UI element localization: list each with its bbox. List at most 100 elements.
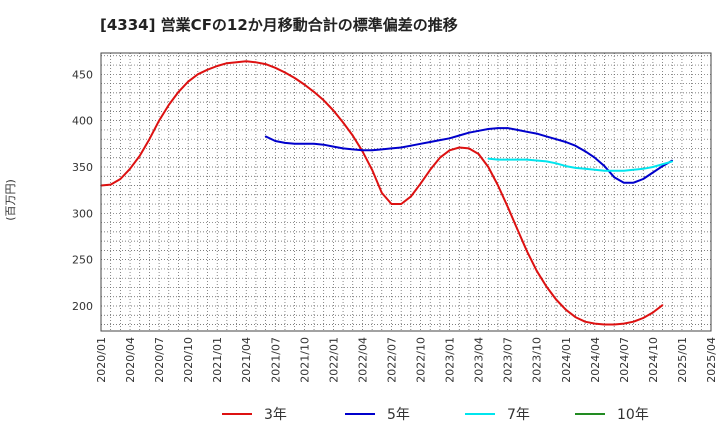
data-point bbox=[177, 91, 180, 93]
x-tick-label: 2020/01 bbox=[95, 337, 108, 383]
data-point bbox=[632, 181, 635, 184]
x-tick-label: 2025/01 bbox=[676, 337, 689, 383]
data-point bbox=[535, 132, 538, 135]
data-point bbox=[158, 119, 160, 122]
data-point bbox=[564, 141, 567, 143]
data-point bbox=[497, 184, 499, 187]
data-point bbox=[535, 269, 538, 272]
data-point bbox=[322, 99, 325, 102]
data-point bbox=[603, 165, 606, 167]
data-point bbox=[487, 157, 490, 160]
x-tick-label: 2020/04 bbox=[124, 337, 137, 383]
x-tick-label: 2021/01 bbox=[211, 337, 224, 383]
data-point bbox=[255, 61, 257, 64]
data-point bbox=[187, 80, 189, 83]
data-point bbox=[226, 62, 228, 64]
data-point bbox=[167, 104, 170, 106]
legend-label: 5年 bbox=[387, 407, 410, 423]
data-point bbox=[487, 166, 490, 168]
data-point bbox=[429, 168, 432, 171]
x-tick-label: 2021/10 bbox=[298, 337, 311, 383]
data-point bbox=[671, 160, 674, 163]
data-point bbox=[545, 160, 548, 163]
data-point bbox=[332, 109, 335, 112]
grid-layer bbox=[101, 53, 711, 331]
data-point bbox=[313, 91, 315, 93]
data-point bbox=[584, 150, 586, 153]
data-point bbox=[458, 146, 461, 149]
data-point bbox=[594, 322, 596, 325]
x-tick-label: 2022/10 bbox=[415, 337, 428, 383]
data-point bbox=[380, 148, 383, 151]
data-point bbox=[429, 141, 432, 143]
data-point bbox=[119, 178, 122, 180]
data-point bbox=[109, 183, 112, 186]
data-point bbox=[342, 147, 344, 150]
x-tick-label: 2024/07 bbox=[618, 337, 631, 383]
x-tick-label: 2023/07 bbox=[502, 337, 515, 383]
data-point bbox=[293, 77, 296, 79]
data-point bbox=[380, 192, 383, 194]
x-tick-label: 2022/01 bbox=[327, 337, 340, 383]
data-point bbox=[371, 149, 373, 152]
data-point bbox=[371, 168, 373, 171]
x-tick-labels: 2020/01 2020/04 2020/07 2020/10 2021/01 2021/… bbox=[95, 337, 718, 383]
data-point bbox=[574, 316, 577, 318]
data-point bbox=[274, 140, 277, 142]
data-point bbox=[448, 137, 451, 140]
data-point bbox=[652, 166, 654, 168]
data-point bbox=[245, 60, 248, 63]
data-point bbox=[506, 206, 509, 208]
chart-title: [4334] 営業CFの12か月移動合計の標準偏差の推移 bbox=[100, 16, 458, 34]
x-tick-label: 2020/10 bbox=[182, 337, 195, 383]
data-point bbox=[555, 298, 557, 301]
y-tick-label: 450 bbox=[72, 68, 93, 81]
y-tick-label: 400 bbox=[72, 115, 93, 128]
data-point bbox=[303, 83, 306, 86]
x-tick-label: 2023/04 bbox=[473, 337, 486, 383]
data-point bbox=[497, 158, 499, 161]
data-point bbox=[594, 168, 596, 171]
data-point bbox=[458, 134, 461, 137]
data-point bbox=[613, 176, 615, 178]
data-point bbox=[264, 63, 267, 65]
data-point bbox=[516, 158, 519, 161]
data-point bbox=[342, 121, 344, 124]
data-point bbox=[594, 156, 596, 159]
data-point bbox=[603, 169, 606, 172]
y-axis-label: (百万円) bbox=[4, 179, 17, 221]
x-tick-label: 2020/07 bbox=[153, 337, 166, 383]
data-point bbox=[623, 169, 625, 172]
x-tick-label: 2023/01 bbox=[444, 337, 457, 383]
x-tick-label: 2024/04 bbox=[589, 337, 602, 383]
data-point bbox=[206, 68, 209, 71]
data-point bbox=[623, 322, 625, 325]
data-point bbox=[468, 131, 470, 134]
x-tick-label: 2022/07 bbox=[385, 337, 398, 383]
data-point bbox=[477, 130, 480, 132]
data-point bbox=[574, 144, 577, 147]
data-point bbox=[361, 149, 364, 152]
data-point bbox=[632, 320, 635, 323]
x-tick-label: 2024/01 bbox=[560, 337, 573, 383]
data-point bbox=[574, 167, 577, 169]
data-point bbox=[632, 168, 635, 171]
data-point bbox=[439, 139, 441, 141]
data-point bbox=[235, 61, 238, 64]
y-tick-label: 200 bbox=[72, 300, 93, 313]
x-tick-label: 2021/07 bbox=[269, 337, 282, 383]
data-point bbox=[410, 195, 412, 198]
data-point bbox=[661, 304, 664, 306]
data-point bbox=[652, 171, 654, 174]
data-point bbox=[390, 147, 393, 150]
y-tick-labels: 200 250 300 350 400 450 bbox=[72, 68, 93, 313]
data-point bbox=[584, 320, 586, 323]
data-point bbox=[303, 143, 306, 145]
data-point bbox=[468, 147, 470, 150]
data-point bbox=[526, 158, 528, 161]
data-point bbox=[652, 311, 654, 314]
legend-label: 7年 bbox=[507, 407, 530, 423]
data-point bbox=[410, 144, 412, 147]
data-point bbox=[351, 148, 354, 151]
data-point bbox=[419, 143, 422, 145]
